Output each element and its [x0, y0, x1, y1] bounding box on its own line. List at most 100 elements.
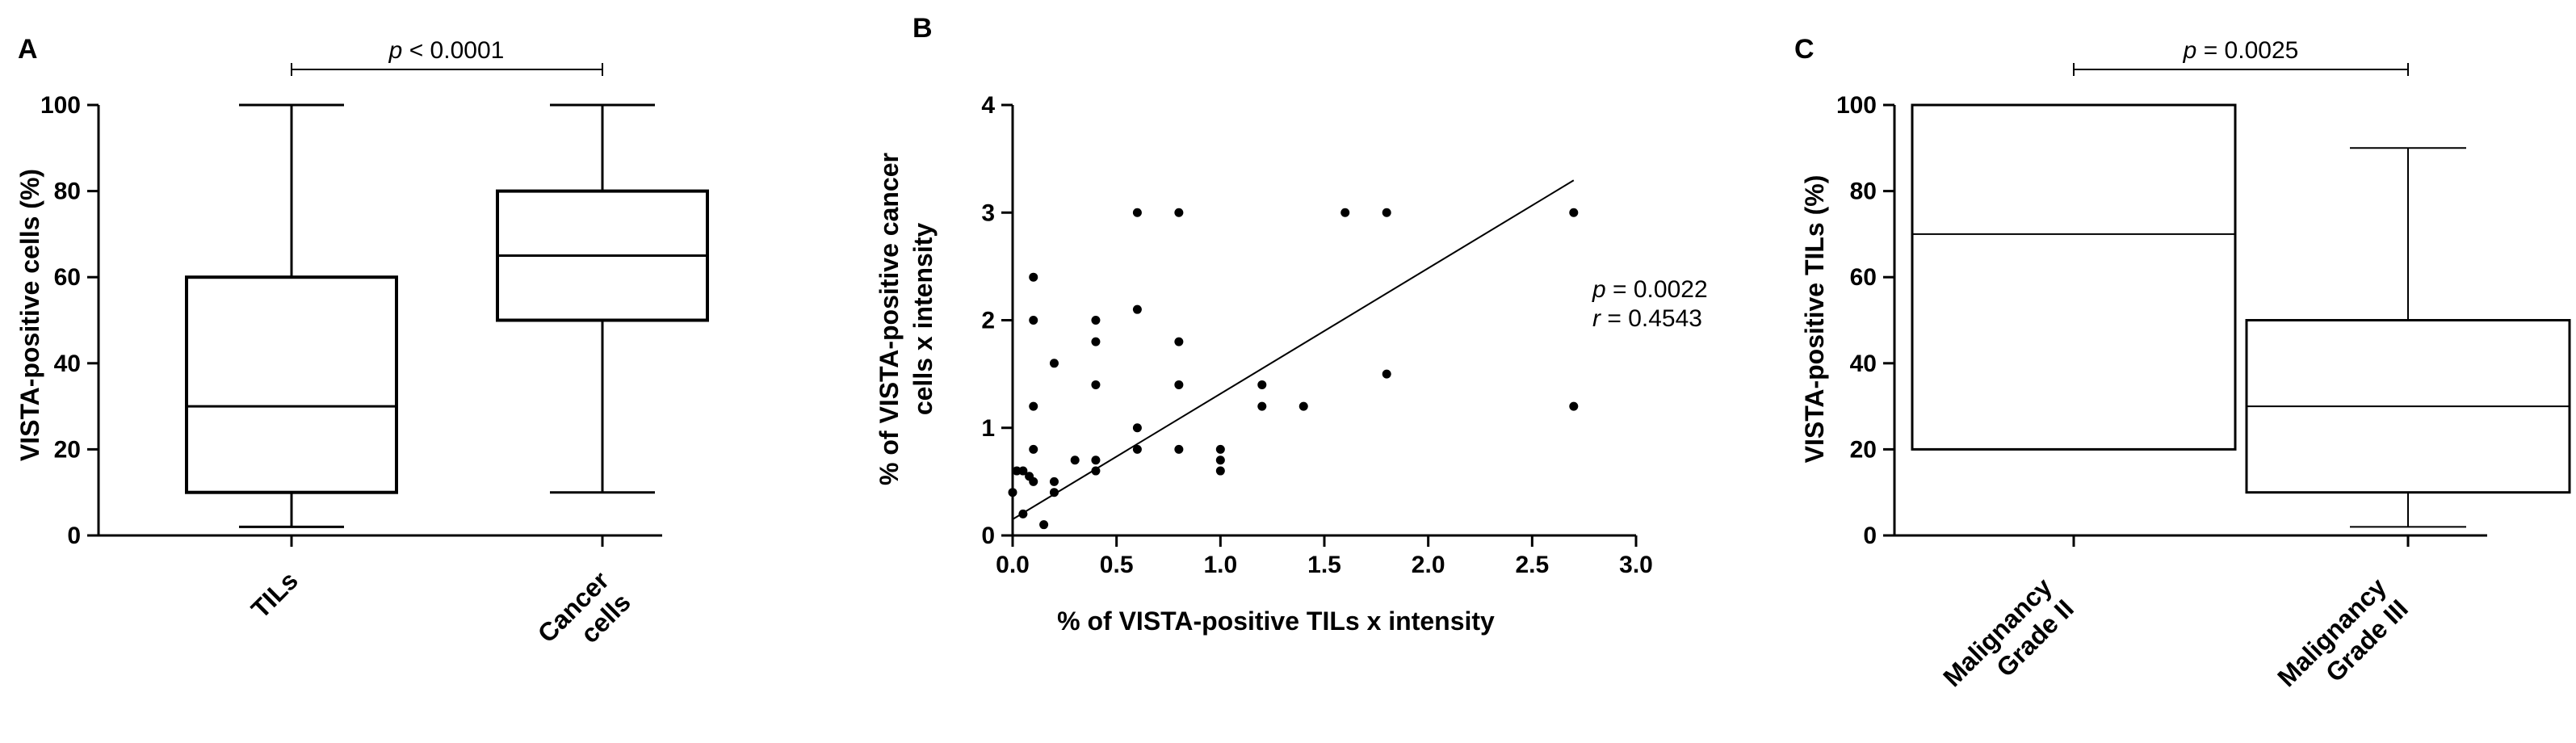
scatter-point: [1018, 509, 1028, 518]
x-category-label: Cancercells: [532, 565, 636, 670]
scatter-point: [1049, 488, 1059, 497]
scatter-point: [1174, 380, 1184, 389]
y-tick-label: 0: [981, 523, 995, 549]
y-tick-label: 3: [981, 199, 995, 226]
y-tick-label: 1: [981, 415, 995, 442]
panel-b-xlabel: % of VISTA-positive TILs x intensity: [1057, 607, 1495, 636]
panel-b-ylabel-line2: cells x intensity: [908, 223, 938, 416]
panel-b-r-text: = 0.4543: [1601, 305, 1702, 332]
y-tick-label: 60: [54, 264, 81, 291]
panel-a-label: A: [18, 34, 38, 65]
x-tick-label: 0.5: [1100, 552, 1134, 578]
x-tick-label: 2.5: [1515, 552, 1549, 578]
box-iqr: [185, 275, 398, 494]
panel-a-pvalue: p < 0.0001: [388, 37, 505, 64]
panel-c-p-symbol: p: [2183, 37, 2197, 64]
scatter-point: [1215, 444, 1225, 454]
scatter-point: [1174, 208, 1184, 217]
box-iqr: [1911, 103, 2237, 451]
panel-a-p-symbol: p: [388, 37, 403, 64]
regression-line: [1012, 179, 1575, 520]
y-tick-label: 40: [54, 351, 81, 377]
panel-a-p-text: < 0.0001: [402, 37, 504, 64]
panel-b-rvalue: r = 0.4543: [1592, 305, 1702, 332]
scatter-point: [1174, 444, 1184, 454]
scatter-point: [1382, 369, 1391, 379]
scatter-point: [1132, 208, 1142, 217]
scatter-point: [1091, 455, 1101, 465]
panel-b-p-text: = 0.0022: [1606, 276, 1708, 303]
x-tick-label: 1.5: [1307, 552, 1341, 578]
panel-b-r-symbol: r: [1592, 305, 1601, 332]
scatter-point: [1039, 520, 1049, 530]
y-tick-label: 0: [1863, 523, 1877, 549]
x-category-label: TILs: [245, 565, 304, 623]
panel-b: B % of VISTA-positive cancer cells x int…: [875, 13, 1708, 636]
scatter-point: [1091, 337, 1101, 346]
x-category-label: MalignancyGrade III: [2272, 572, 2414, 714]
x-category-label: MalignancyGrade II: [1937, 572, 2079, 714]
scatter-point: [1091, 380, 1101, 389]
scatter-point: [1215, 466, 1225, 476]
y-tick-label: 4: [981, 92, 995, 119]
scatter-point: [1029, 316, 1038, 325]
y-tick-label: 100: [40, 92, 81, 119]
scatter-point: [1029, 272, 1038, 282]
scatter-point: [1029, 476, 1038, 486]
scatter-point: [1569, 401, 1579, 411]
scatter-point: [1569, 208, 1579, 217]
scatter-point: [1382, 208, 1391, 217]
scatter-point: [1049, 359, 1059, 368]
panel-b-label: B: [913, 13, 933, 44]
scatter-point: [1132, 304, 1142, 314]
y-tick-label: 0: [67, 523, 81, 549]
scatter-point: [1091, 316, 1101, 325]
scatter-point: [1008, 488, 1017, 497]
box-2: [496, 103, 709, 547]
panel-a-ylabel: VISTA-positive cells (%): [15, 169, 44, 461]
panel-c-pvalue: p = 0.0025: [2183, 37, 2299, 64]
panel-c-label: C: [1794, 34, 1815, 65]
scatter-point: [1257, 380, 1267, 389]
scatter-point: [1049, 476, 1059, 486]
scatter-point: [1132, 444, 1142, 454]
y-tick-label: 40: [1850, 351, 1877, 377]
box-1: [1911, 103, 2237, 547]
panel-b-pvalue: p = 0.0022: [1592, 276, 1708, 303]
y-tick-label: 100: [1836, 92, 1877, 119]
panel-b-ylabel-line1: % of VISTA-positive cancer: [875, 153, 904, 485]
x-category-label-line: TILs: [245, 565, 304, 623]
y-tick-label: 60: [1850, 264, 1877, 291]
x-tick-label: 3.0: [1619, 552, 1653, 578]
y-tick-label: 2: [981, 308, 995, 334]
scatter-point: [1298, 401, 1308, 411]
scatter-point: [1070, 455, 1080, 465]
x-tick-label: 1.0: [1203, 552, 1237, 578]
scatter-point: [1012, 466, 1022, 476]
box-2: [2245, 147, 2571, 547]
x-tick-label: 0.0: [996, 552, 1030, 578]
panel-c-significance: p = 0.0025: [2073, 37, 2409, 76]
y-tick-label: 80: [54, 178, 81, 205]
panel-c-p-text: = 0.0025: [2196, 37, 2298, 64]
scatter-point: [1029, 444, 1038, 454]
box-1: [185, 103, 398, 547]
panel-a: A VISTA-positive cells (%) 020406080100 …: [15, 34, 709, 670]
panel-c: C VISTA-positive TILs (%) 0 20 40 60 80 100 M…: [1794, 34, 2571, 714]
panel-b-p-symbol: p: [1592, 276, 1606, 303]
panel-a-significance: p < 0.0001: [291, 37, 603, 76]
x-tick-label: 2.0: [1412, 552, 1445, 578]
scatter-point: [1091, 466, 1101, 476]
scatter-point: [1132, 423, 1142, 433]
scatter-point: [1174, 337, 1184, 346]
scatter-point: [1029, 401, 1038, 411]
y-tick-label: 20: [54, 436, 81, 463]
scatter-point: [1340, 208, 1350, 217]
y-tick-label: 80: [1850, 178, 1877, 205]
y-tick-label: 20: [1850, 436, 1877, 463]
panel-c-ylabel: VISTA-positive TILs (%): [1800, 175, 1829, 464]
scatter-point: [1018, 466, 1028, 476]
scatter-point: [1215, 455, 1225, 465]
scatter-point: [1257, 401, 1267, 411]
